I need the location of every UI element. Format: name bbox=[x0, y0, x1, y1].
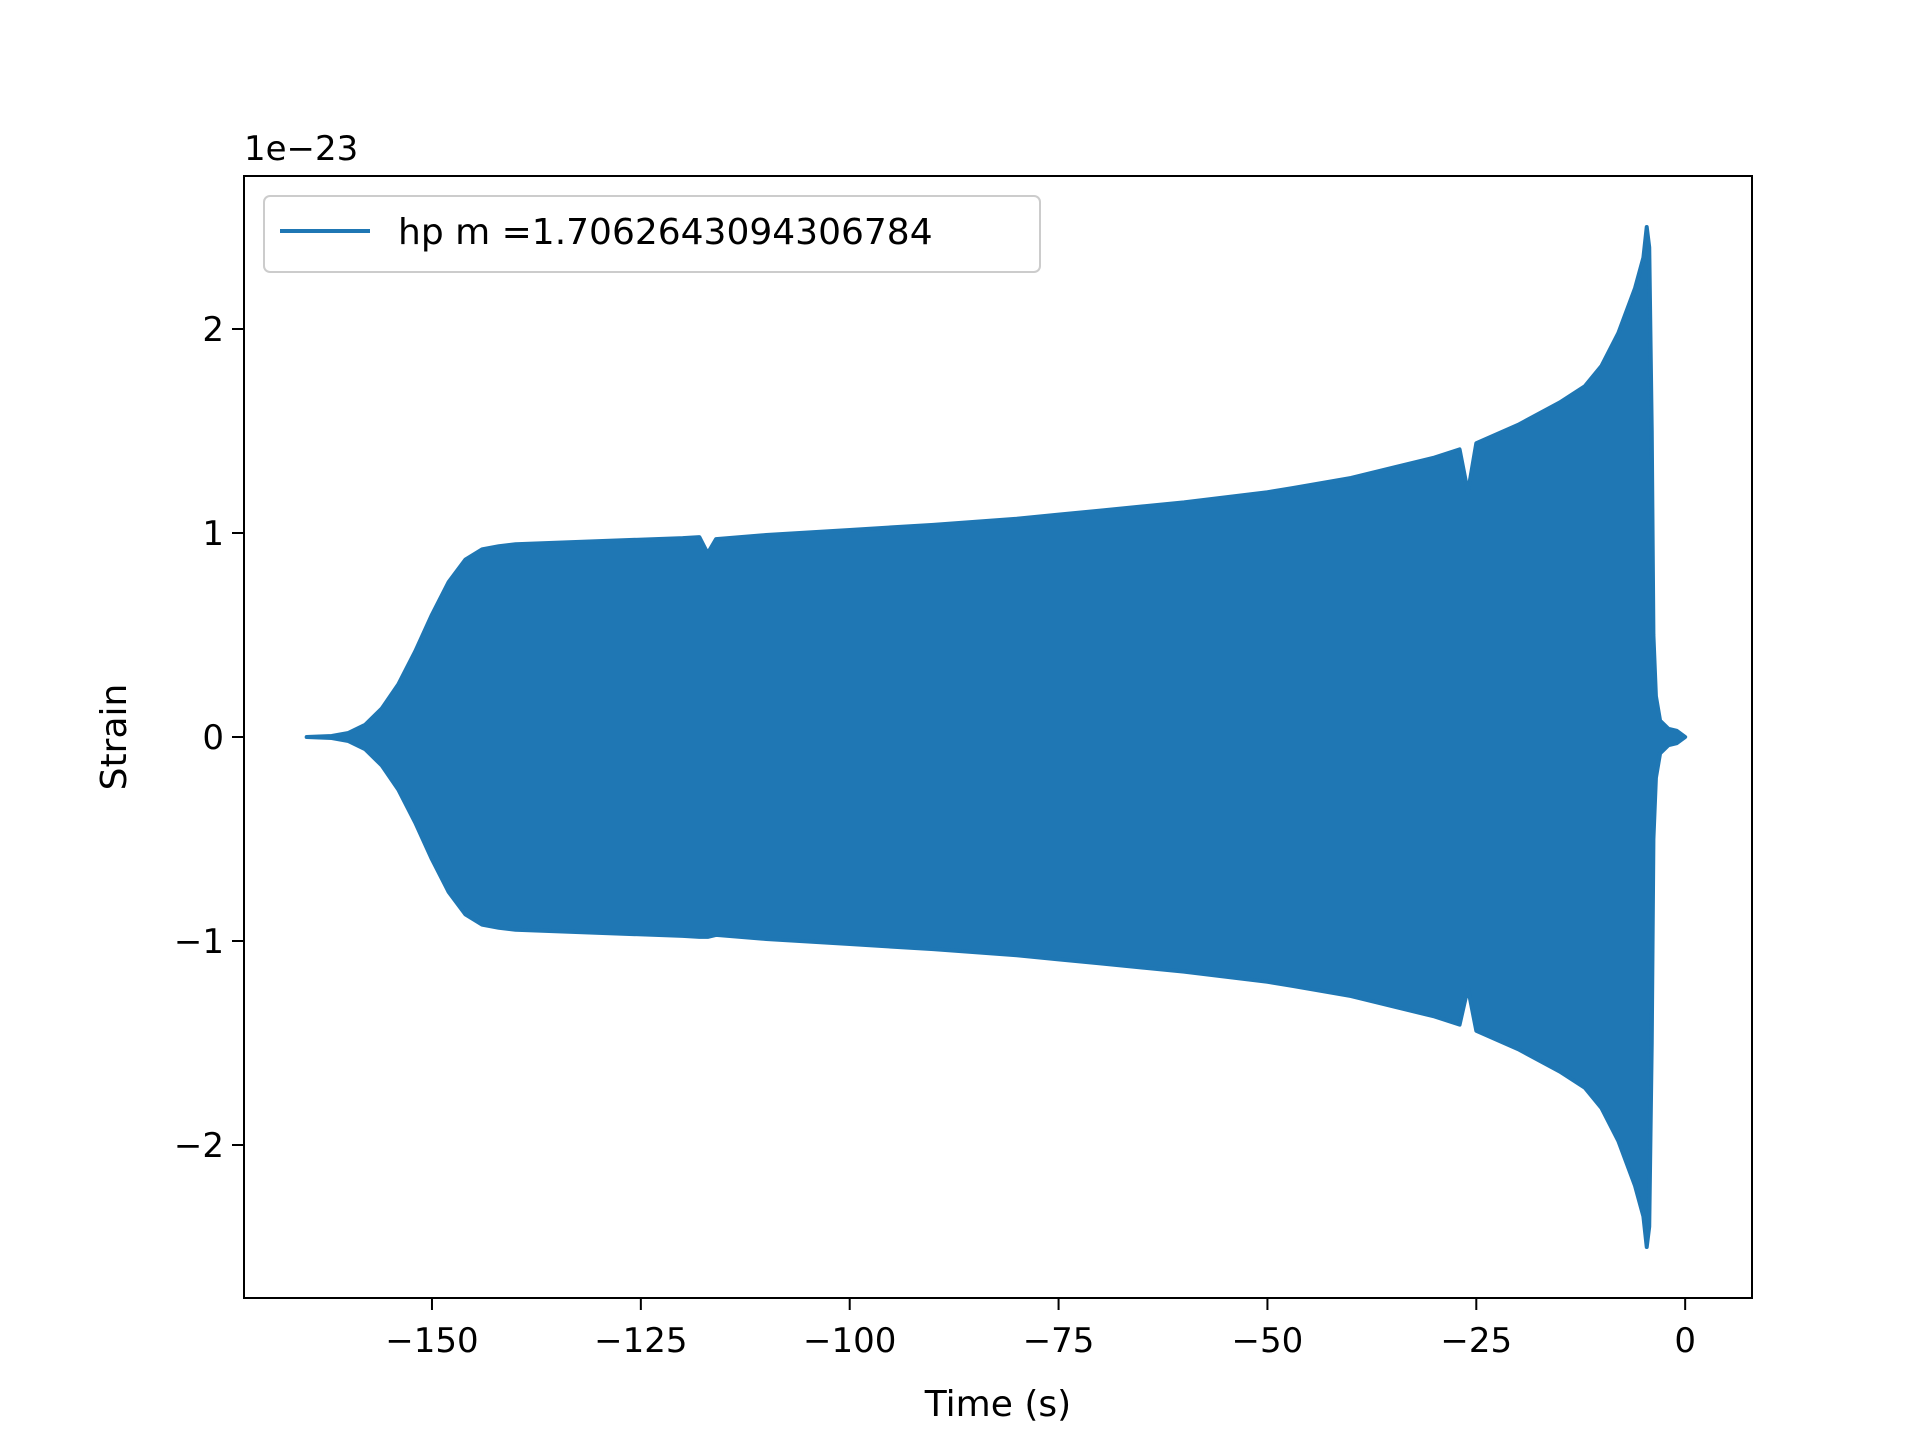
legend-box bbox=[263, 195, 1041, 273]
x-tick-label: −50 bbox=[1232, 1321, 1304, 1361]
x-axis-label: Time (s) bbox=[924, 1384, 1071, 1425]
series-hp-waveform bbox=[304, 225, 1688, 1249]
y-tick-label: −1 bbox=[174, 922, 224, 962]
y-axis-label: Strain bbox=[94, 684, 135, 791]
y-tick-label: 1 bbox=[202, 514, 224, 554]
plot-area bbox=[304, 225, 1688, 1249]
y-tick-label: 2 bbox=[202, 310, 224, 350]
y-axis: −2 −1 0 1 2 bbox=[174, 310, 244, 1166]
legend: hp m =1.7062643094306784 bbox=[263, 195, 1041, 273]
x-axis: −150 −125 −100 −75 −50 −25 0 bbox=[385, 1298, 1696, 1361]
x-tick-label: −100 bbox=[803, 1321, 896, 1361]
y-offset-text: 1e−23 bbox=[244, 129, 358, 169]
x-tick-label: 0 bbox=[1674, 1321, 1696, 1361]
x-tick-label: −125 bbox=[594, 1321, 687, 1361]
x-tick-label: −75 bbox=[1023, 1321, 1095, 1361]
x-tick-label: −150 bbox=[385, 1321, 478, 1361]
y-tick-label: 0 bbox=[202, 718, 224, 758]
y-tick-label: −2 bbox=[174, 1126, 224, 1166]
x-tick-label: −25 bbox=[1440, 1321, 1512, 1361]
legend-label: hp m =1.7062643094306784 bbox=[398, 212, 933, 253]
